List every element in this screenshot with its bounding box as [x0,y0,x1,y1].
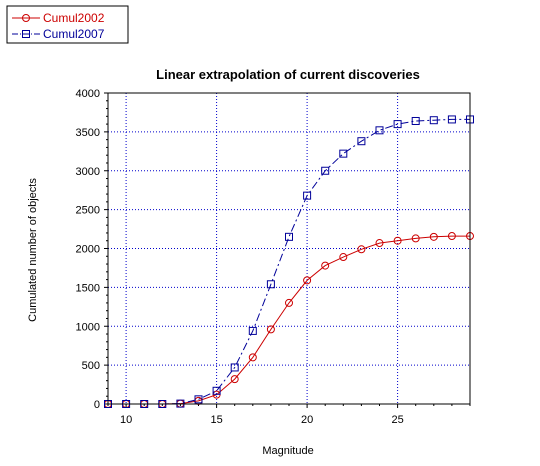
legend-label-cumul2007: Cumul2007 [43,27,105,41]
data-point-cumul2002 [411,234,420,243]
data-point-cumul2007 [303,191,312,200]
data-point-cumul2007 [194,395,203,404]
x-tick-label: 15 [210,414,222,426]
y-tick-label: 3500 [76,127,100,139]
data-point-cumul2007 [285,232,293,241]
x-tick-label: 20 [301,414,313,426]
data-point-cumul2002 [375,239,384,248]
data-point-cumul2002 [339,253,348,262]
data-point-cumul2007 [212,386,221,395]
plot-frame [107,92,471,405]
data-point-cumul2007 [230,363,239,372]
axis-ticks: 10 15 20 25 0 500 1000 1500 2000 2500 3000 3500 4000 [76,88,471,426]
y-tick-label: 2000 [76,244,100,256]
data-point-cumul2002 [230,375,239,384]
data-point-cumul2002 [393,236,402,245]
y-tick-label: 4000 [76,88,100,100]
data-point-cumul2002 [303,276,312,285]
y-tick-label: 2500 [76,205,100,217]
data-point-cumul2002 [357,245,366,254]
data-point-cumul2007 [339,149,348,158]
grid [108,93,470,404]
data-point-cumul2007 [393,120,402,129]
y-tick-label: 1000 [76,321,100,333]
y-axis-label: Cumulated number of objects [27,178,39,322]
legend-label-cumul2002: Cumul2002 [43,11,105,25]
data-point-cumul2002 [248,353,257,362]
chart-title: Linear extrapolation of current discover… [156,67,420,82]
data-point-cumul2007 [429,116,438,125]
legend-item-cumul2002: Cumul2002 [12,11,105,25]
x-tick-label: 25 [391,414,403,426]
data-point-cumul2007 [266,280,275,289]
legend-marker-cumul2002 [22,14,30,22]
series-layer [104,115,474,408]
legend: Cumul2002 Cumul2007 [6,5,129,44]
data-point-cumul2002 [266,325,275,334]
data-point-cumul2007 [375,126,384,135]
data-point-cumul2007 [248,326,257,335]
data-point-cumul2007 [447,115,456,124]
data-point-cumul2007 [357,137,366,146]
data-point-cumul2007 [411,116,420,125]
y-tick-label: 500 [82,360,100,372]
data-point-cumul2002 [429,232,438,241]
x-tick-label: 10 [120,414,132,426]
x-axis-label: Magnitude [262,445,313,457]
y-tick-label: 0 [94,399,100,411]
data-point-cumul2002 [285,298,293,307]
legend-item-cumul2007: Cumul2007 [12,27,105,41]
series-line-cumul2002 [108,235,470,405]
series-line-cumul2007 [108,118,470,405]
data-point-cumul2007 [321,166,330,175]
y-tick-label: 1500 [76,282,100,294]
data-point-cumul2002 [447,232,456,241]
y-tick-label: 3000 [76,166,100,178]
legend-marker-cumul2007 [22,30,30,38]
data-point-cumul2002 [321,261,330,270]
